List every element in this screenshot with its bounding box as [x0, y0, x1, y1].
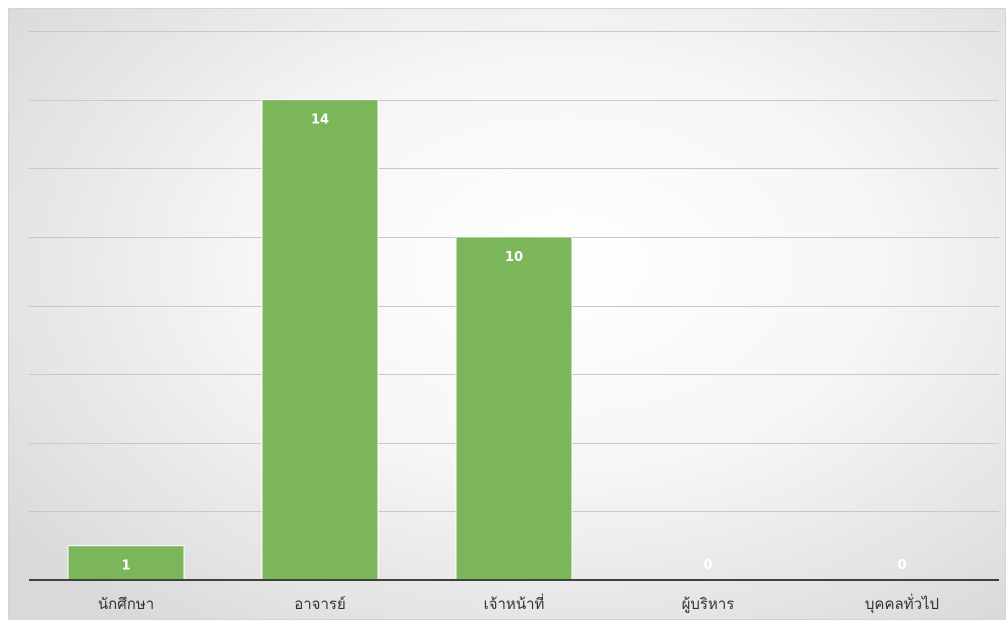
data-label: 0	[897, 558, 906, 573]
chart-area: 1 14 10 0 0 นักศึกษา อาจารย์ เจ้าหน้าที่ ผู้บริ…	[8, 8, 1006, 620]
data-label: 0	[703, 558, 712, 573]
x-tick-label: นักศึกษา	[98, 595, 154, 613]
x-tick-label: เจ้าหน้าที่	[484, 593, 545, 613]
data-label: 14	[311, 113, 329, 128]
bar	[261, 99, 379, 581]
data-label: 1	[121, 559, 130, 574]
x-tick-label: อาจารย์	[294, 595, 346, 613]
bar	[455, 236, 573, 581]
data-label: 10	[505, 250, 523, 265]
x-tick-label: บุคคลทั่วไป	[865, 593, 939, 614]
bar	[67, 545, 185, 581]
data-labels: 1 14 10 0 0	[121, 113, 906, 574]
x-tick-labels: นักศึกษา อาจารย์ เจ้าหน้าที่ ผู้บริหาร บุคคล…	[98, 593, 939, 614]
bar-chart: 1 14 10 0 0 นักศึกษา อาจารย์ เจ้าหน้าที่ ผู้บริ…	[29, 31, 999, 614]
x-tick-label: ผู้บริหาร	[682, 595, 735, 613]
bars	[67, 99, 573, 581]
